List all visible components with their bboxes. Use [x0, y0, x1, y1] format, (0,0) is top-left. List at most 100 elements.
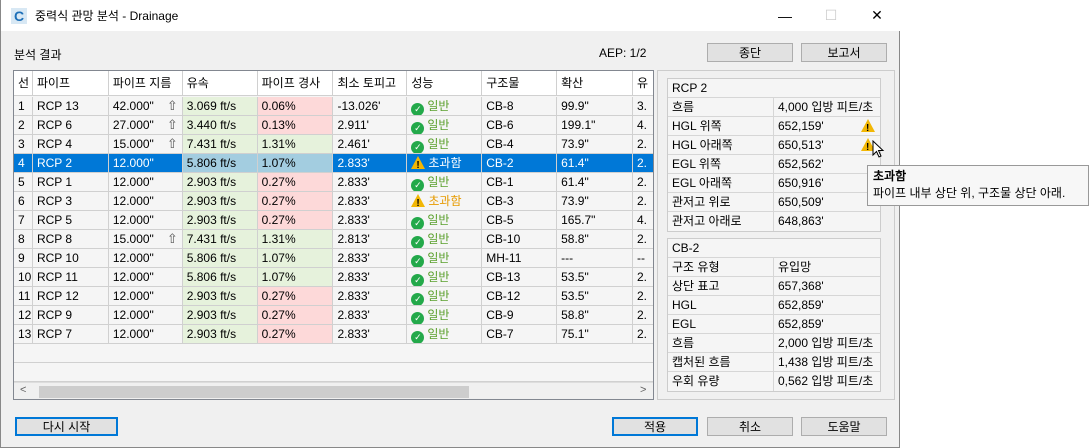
- close-button[interactable]: ✕: [871, 7, 883, 23]
- cell-text: 0.06%: [261, 99, 296, 113]
- column-header-performance[interactable]: 성능: [407, 71, 483, 95]
- restart-button[interactable]: 다시 시작: [15, 417, 118, 436]
- cell-text: 12.000": [112, 213, 154, 227]
- column-header-pipe-name[interactable]: 파이프: [33, 71, 109, 95]
- cell-spread: 61.4": [557, 173, 633, 191]
- column-header-structure[interactable]: 구조물: [482, 71, 558, 95]
- cell-pipe-name: RCP 4: [33, 135, 109, 153]
- report-button[interactable]: 보고서: [801, 43, 887, 62]
- cell-spread: ---: [557, 249, 633, 267]
- table-row[interactable]: 7 RCP 5 12.000" 2.903 ft/s 0.27% 2.833' ✓ 일반 CB-…: [14, 211, 653, 230]
- apply-button[interactable]: 적용: [612, 417, 698, 436]
- warning-icon[interactable]: [861, 119, 875, 135]
- cell-pipe-slope: 1.07%: [257, 249, 334, 267]
- cell-text: 11: [18, 289, 31, 303]
- cell-pipe-name: RCP 10: [33, 249, 109, 267]
- cell-spread: 58.8": [557, 306, 633, 324]
- column-header-pipe-diameter[interactable]: 파이프 지름: [109, 71, 183, 95]
- check-circle-icon: ✓: [411, 274, 425, 286]
- performance-label: 일반: [427, 327, 450, 341]
- table-row[interactable]: 11 RCP 12 12.000" 2.903 ft/s 0.27% 2.833' ✓ 일반 C…: [14, 287, 653, 306]
- cell-pipe-diameter: 12.000": [109, 287, 183, 305]
- table-row[interactable]: 6 RCP 3 12.000" 2.903 ft/s 0.27% 2.833' 초과함 CB-…: [14, 192, 653, 211]
- detail-row: 캡처된 흐름 1,438 입방 피트/초: [668, 353, 880, 372]
- table-row[interactable]: 3 RCP 4 15.000" ⇧ 7.431 ft/s 1.31% 2.461' ✓ 일반 CB…: [14, 135, 653, 154]
- scrollbar-thumb[interactable]: [39, 386, 469, 398]
- help-button[interactable]: 도움말: [801, 417, 887, 436]
- warning-icon: [411, 194, 426, 210]
- horizontal-scrollbar[interactable]: < >: [14, 382, 653, 399]
- cell-text: 53.5": [561, 289, 589, 303]
- cell-text: 0.27%: [261, 308, 296, 322]
- cell-text: 58.8": [561, 232, 589, 246]
- cell-min-cover: 2.833': [333, 268, 408, 286]
- table-row[interactable]: 5 RCP 1 12.000" 2.903 ft/s 0.27% 2.833' ✓ 일반 CB-…: [14, 173, 653, 192]
- cell-pipe-diameter: 12.000": [109, 306, 183, 324]
- cell-text: RCP 6: [36, 118, 73, 132]
- column-header-row-number[interactable]: 선: [14, 71, 33, 95]
- detail-row: 우회 유량 0,562 입방 피트/초: [668, 372, 880, 391]
- scroll-left-icon[interactable]: <: [20, 384, 27, 396]
- warning-icon[interactable]: [861, 138, 875, 154]
- cell-text: 2.833': [337, 289, 370, 303]
- maximize-button[interactable]: ☐: [824, 7, 838, 23]
- table-row[interactable]: 9 RCP 10 12.000" 5.806 ft/s 1.07% 2.833' ✓ 일반 MH…: [14, 249, 653, 268]
- cell-velocity: 2.903 ft/s: [182, 173, 258, 191]
- performance-label: 일반: [427, 137, 450, 151]
- detail-row: HGL 652,859': [668, 296, 880, 315]
- cell-text: 12.000": [112, 175, 154, 189]
- cell-text: 12.000": [112, 289, 154, 303]
- detail-value: 657,368': [774, 277, 880, 295]
- cell-text: 4.: [637, 118, 648, 132]
- cell-text: 61.4": [561, 156, 589, 170]
- column-header-velocity[interactable]: 유속: [183, 71, 258, 95]
- cell-velocity: 7.431 ft/s: [182, 230, 258, 248]
- detail-label: 관저고 위로: [668, 193, 774, 211]
- cell-text: 1.07%: [261, 270, 296, 284]
- table-row[interactable]: 1 RCP 13 42.000" ⇧ 3.069 ft/s 0.06% -13.026' ✓ 일…: [14, 97, 653, 116]
- table-row[interactable]: 2 RCP 6 27.000" ⇧ 3.440 ft/s 0.13% 2.911' ✓ 일반 CB…: [14, 116, 653, 135]
- cell-text: -13.026': [337, 99, 381, 113]
- column-header-pipe-slope[interactable]: 파이프 경사: [258, 71, 334, 95]
- cell-structure: CB-13: [482, 268, 558, 286]
- scroll-right-icon[interactable]: >: [640, 384, 647, 396]
- cell-pipe-slope: 0.27%: [257, 211, 334, 229]
- cancel-button[interactable]: 취소: [707, 417, 793, 436]
- detail-row: EGL 652,859': [668, 315, 880, 334]
- cell-row-number: 4: [14, 154, 33, 172]
- cell-row-number: 1: [14, 97, 33, 115]
- cell-pipe-slope: 0.27%: [257, 325, 334, 343]
- detail-row: HGL 위쪽 652,159': [668, 117, 880, 136]
- table-row[interactable]: 13 RCP 7 12.000" 2.903 ft/s 0.27% 2.833' ✓ 일반 CB…: [14, 325, 653, 344]
- table-row[interactable]: 10 RCP 11 12.000" 5.806 ft/s 1.07% 2.833' ✓ 일반 C…: [14, 268, 653, 287]
- column-header-spread[interactable]: 확산: [557, 71, 633, 95]
- cell-text: 0.27%: [261, 327, 296, 341]
- cell-velocity: 3.440 ft/s: [182, 116, 258, 134]
- cell-text: 0.13%: [261, 118, 296, 132]
- cell-text: 15.000": [112, 232, 154, 246]
- minimize-button[interactable]: —: [778, 7, 792, 24]
- cell-text: 3.440 ft/s: [186, 118, 237, 132]
- cell-text: 3: [18, 137, 25, 151]
- cell-structure: MH-11: [482, 249, 558, 267]
- cell-text: CB-7: [486, 327, 514, 341]
- cell-text: 2.: [637, 270, 648, 284]
- column-header-min-cover[interactable]: 최소 토피고: [333, 71, 408, 95]
- cell-extra-column: 2.: [633, 135, 653, 153]
- detail-row: 구조 유형 유입망: [668, 258, 880, 277]
- detail-label: 관저고 아래로: [668, 212, 774, 231]
- cell-text: 12.000": [112, 308, 154, 322]
- detail-value-text: 652,859': [778, 298, 824, 312]
- table-row[interactable]: 8 RCP 8 15.000" ⇧ 7.431 ft/s 1.31% 2.813' ✓ 일반 CB…: [14, 230, 653, 249]
- cell-pipe-diameter: 12.000": [109, 211, 183, 229]
- cell-min-cover: 2.833': [333, 306, 408, 324]
- detail-value-text: 650,513': [778, 138, 824, 152]
- cell-text: --: [637, 251, 645, 265]
- table-row[interactable]: 12 RCP 9 12.000" 2.903 ft/s 0.27% 2.833' ✓ 일반 CB…: [14, 306, 653, 325]
- column-header-extra-column[interactable]: 유: [633, 71, 653, 95]
- app-icon: C: [11, 7, 27, 24]
- table-row[interactable]: 4 RCP 2 12.000" 5.806 ft/s 1.07% 2.833' 초과함 CB-…: [14, 154, 653, 173]
- cell-text: RCP 12: [36, 289, 79, 303]
- cell-pipe-name: RCP 9: [33, 306, 109, 324]
- stop-button[interactable]: 종단: [707, 43, 793, 62]
